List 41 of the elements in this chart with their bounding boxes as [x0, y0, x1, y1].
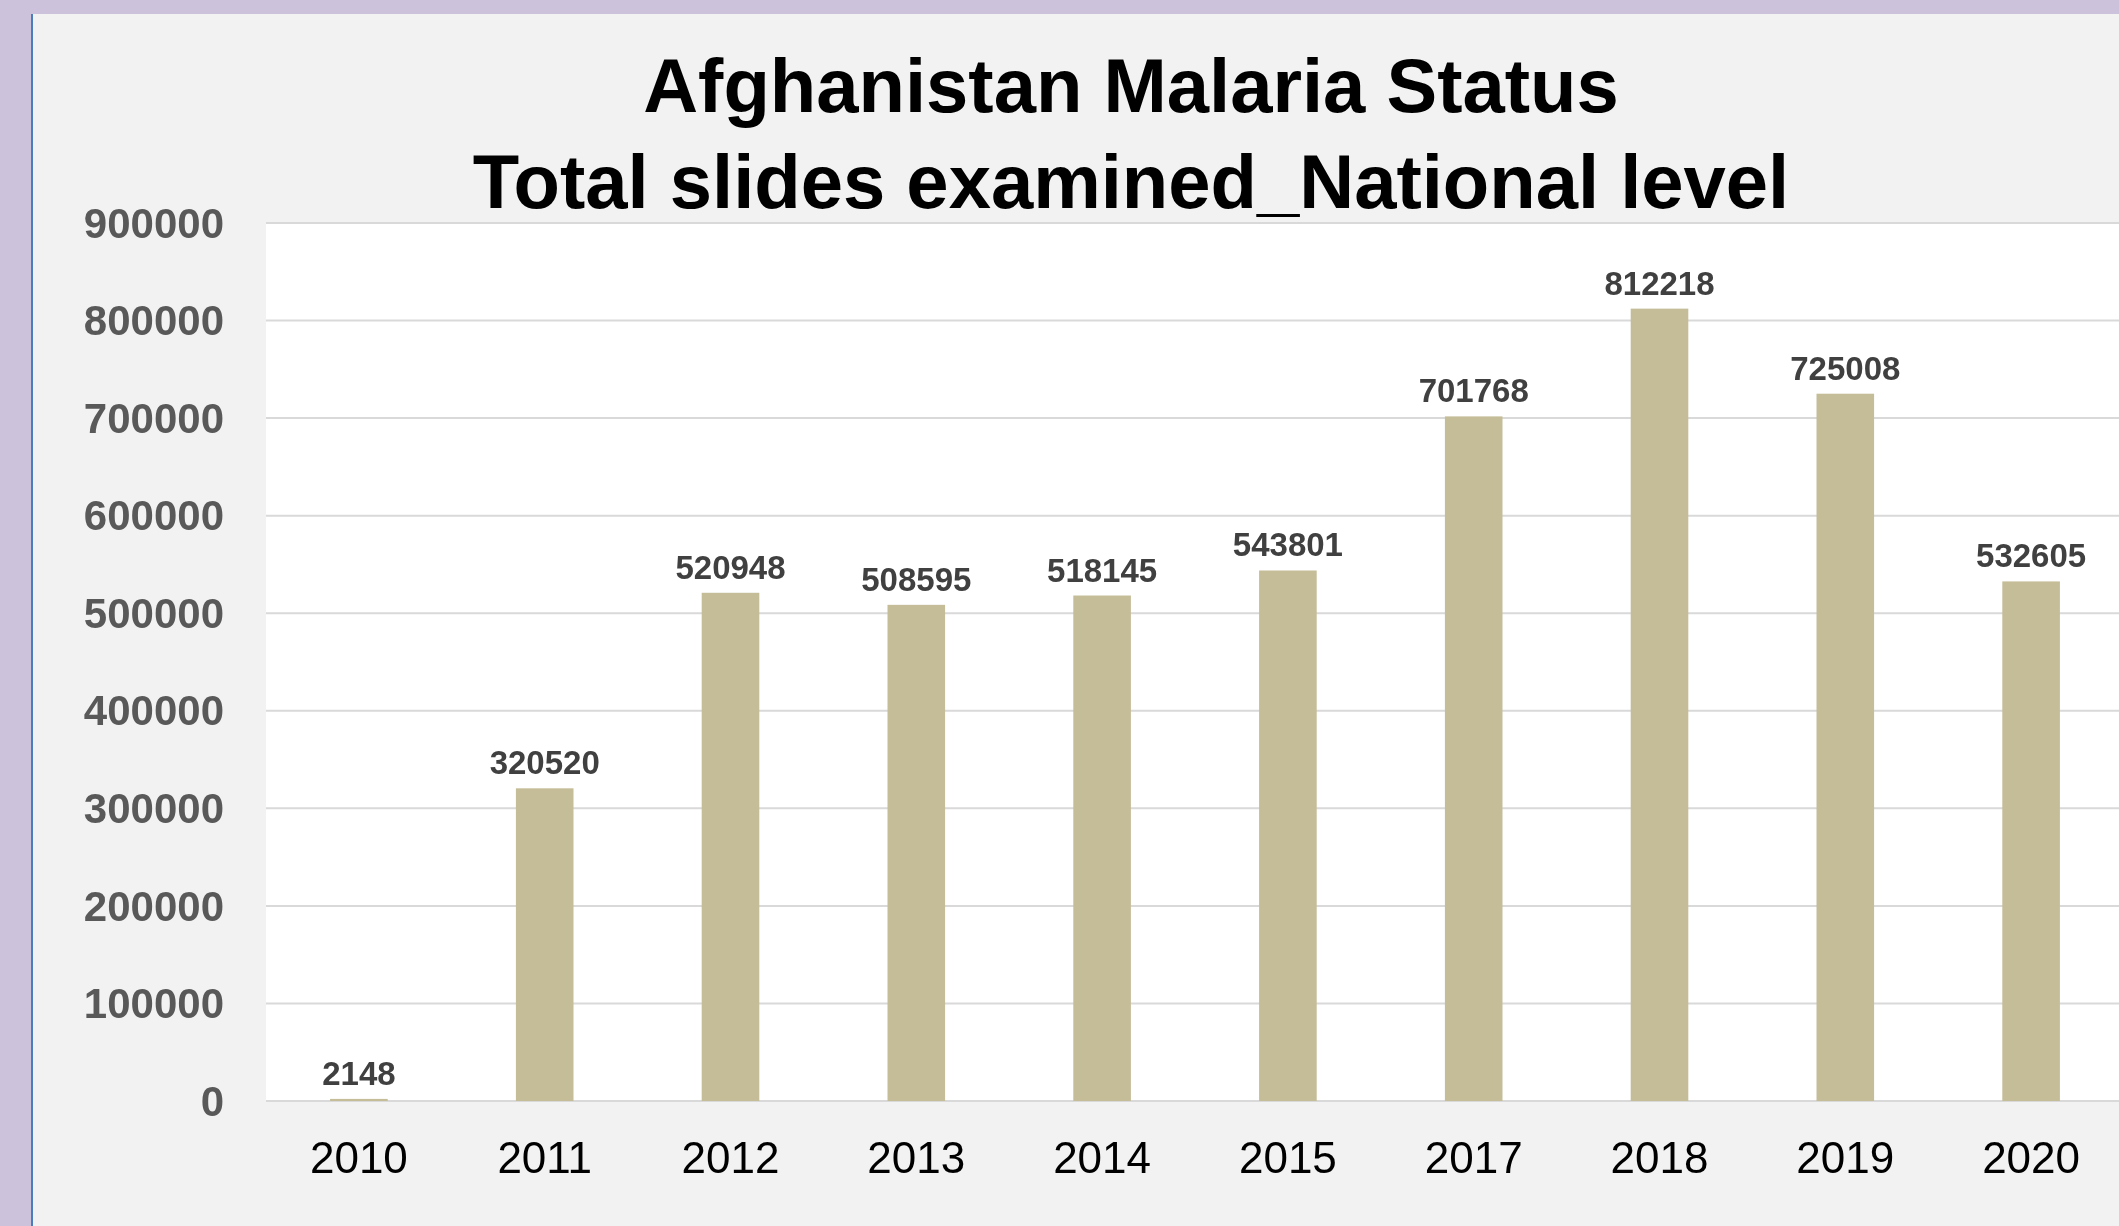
y-tick-label: 900000 — [83, 199, 224, 247]
data-label: 532605 — [1976, 537, 2087, 575]
y-tick-label: 400000 — [83, 687, 224, 735]
x-tick-label: 2019 — [1796, 1133, 1895, 1182]
data-label: 508595 — [861, 560, 972, 598]
y-tick-label: 700000 — [83, 394, 224, 442]
y-tick-label: 500000 — [83, 589, 224, 637]
bar — [887, 604, 946, 1101]
bar — [515, 788, 574, 1101]
x-tick-label: 2017 — [1424, 1133, 1523, 1182]
bar — [330, 1098, 388, 1101]
x-tick-label: 2011 — [497, 1133, 593, 1182]
data-label: 725008 — [1790, 349, 1901, 387]
y-tick-label: 300000 — [83, 785, 224, 833]
bar — [1444, 416, 1503, 1101]
data-label: 518145 — [1047, 551, 1158, 589]
x-tick-label: 2018 — [1610, 1133, 1709, 1182]
data-label: 543801 — [1232, 526, 1343, 564]
bar — [1073, 595, 1131, 1101]
x-tick-label: 2012 — [681, 1133, 780, 1182]
data-label: 701768 — [1418, 372, 1529, 410]
y-tick-label: 600000 — [83, 492, 224, 540]
y-tick-label: 800000 — [83, 297, 224, 345]
data-label: 2148 — [322, 1054, 396, 1092]
x-tick-label: 2014 — [1053, 1133, 1152, 1182]
x-tick-label: 2015 — [1238, 1133, 1337, 1182]
data-label: 320520 — [489, 744, 600, 782]
y-tick-label: 0 — [200, 1077, 224, 1125]
data-label: 520948 — [675, 548, 786, 586]
x-tick-label: 2010 — [309, 1133, 408, 1182]
bar — [1816, 393, 1875, 1101]
data-label: 812218 — [1604, 264, 1715, 302]
y-tick-label: 200000 — [83, 882, 224, 930]
bar — [2002, 581, 2060, 1101]
y-tick-label: 100000 — [83, 980, 224, 1028]
x-tick-label: 2013 — [867, 1133, 966, 1182]
bar — [1630, 308, 1689, 1101]
bar — [701, 592, 760, 1101]
x-tick-label: 2020 — [1982, 1133, 2081, 1182]
chart-title: Afghanistan Malaria Status Total slides examined_National level — [472, 43, 1790, 224]
bar — [1259, 570, 1317, 1101]
